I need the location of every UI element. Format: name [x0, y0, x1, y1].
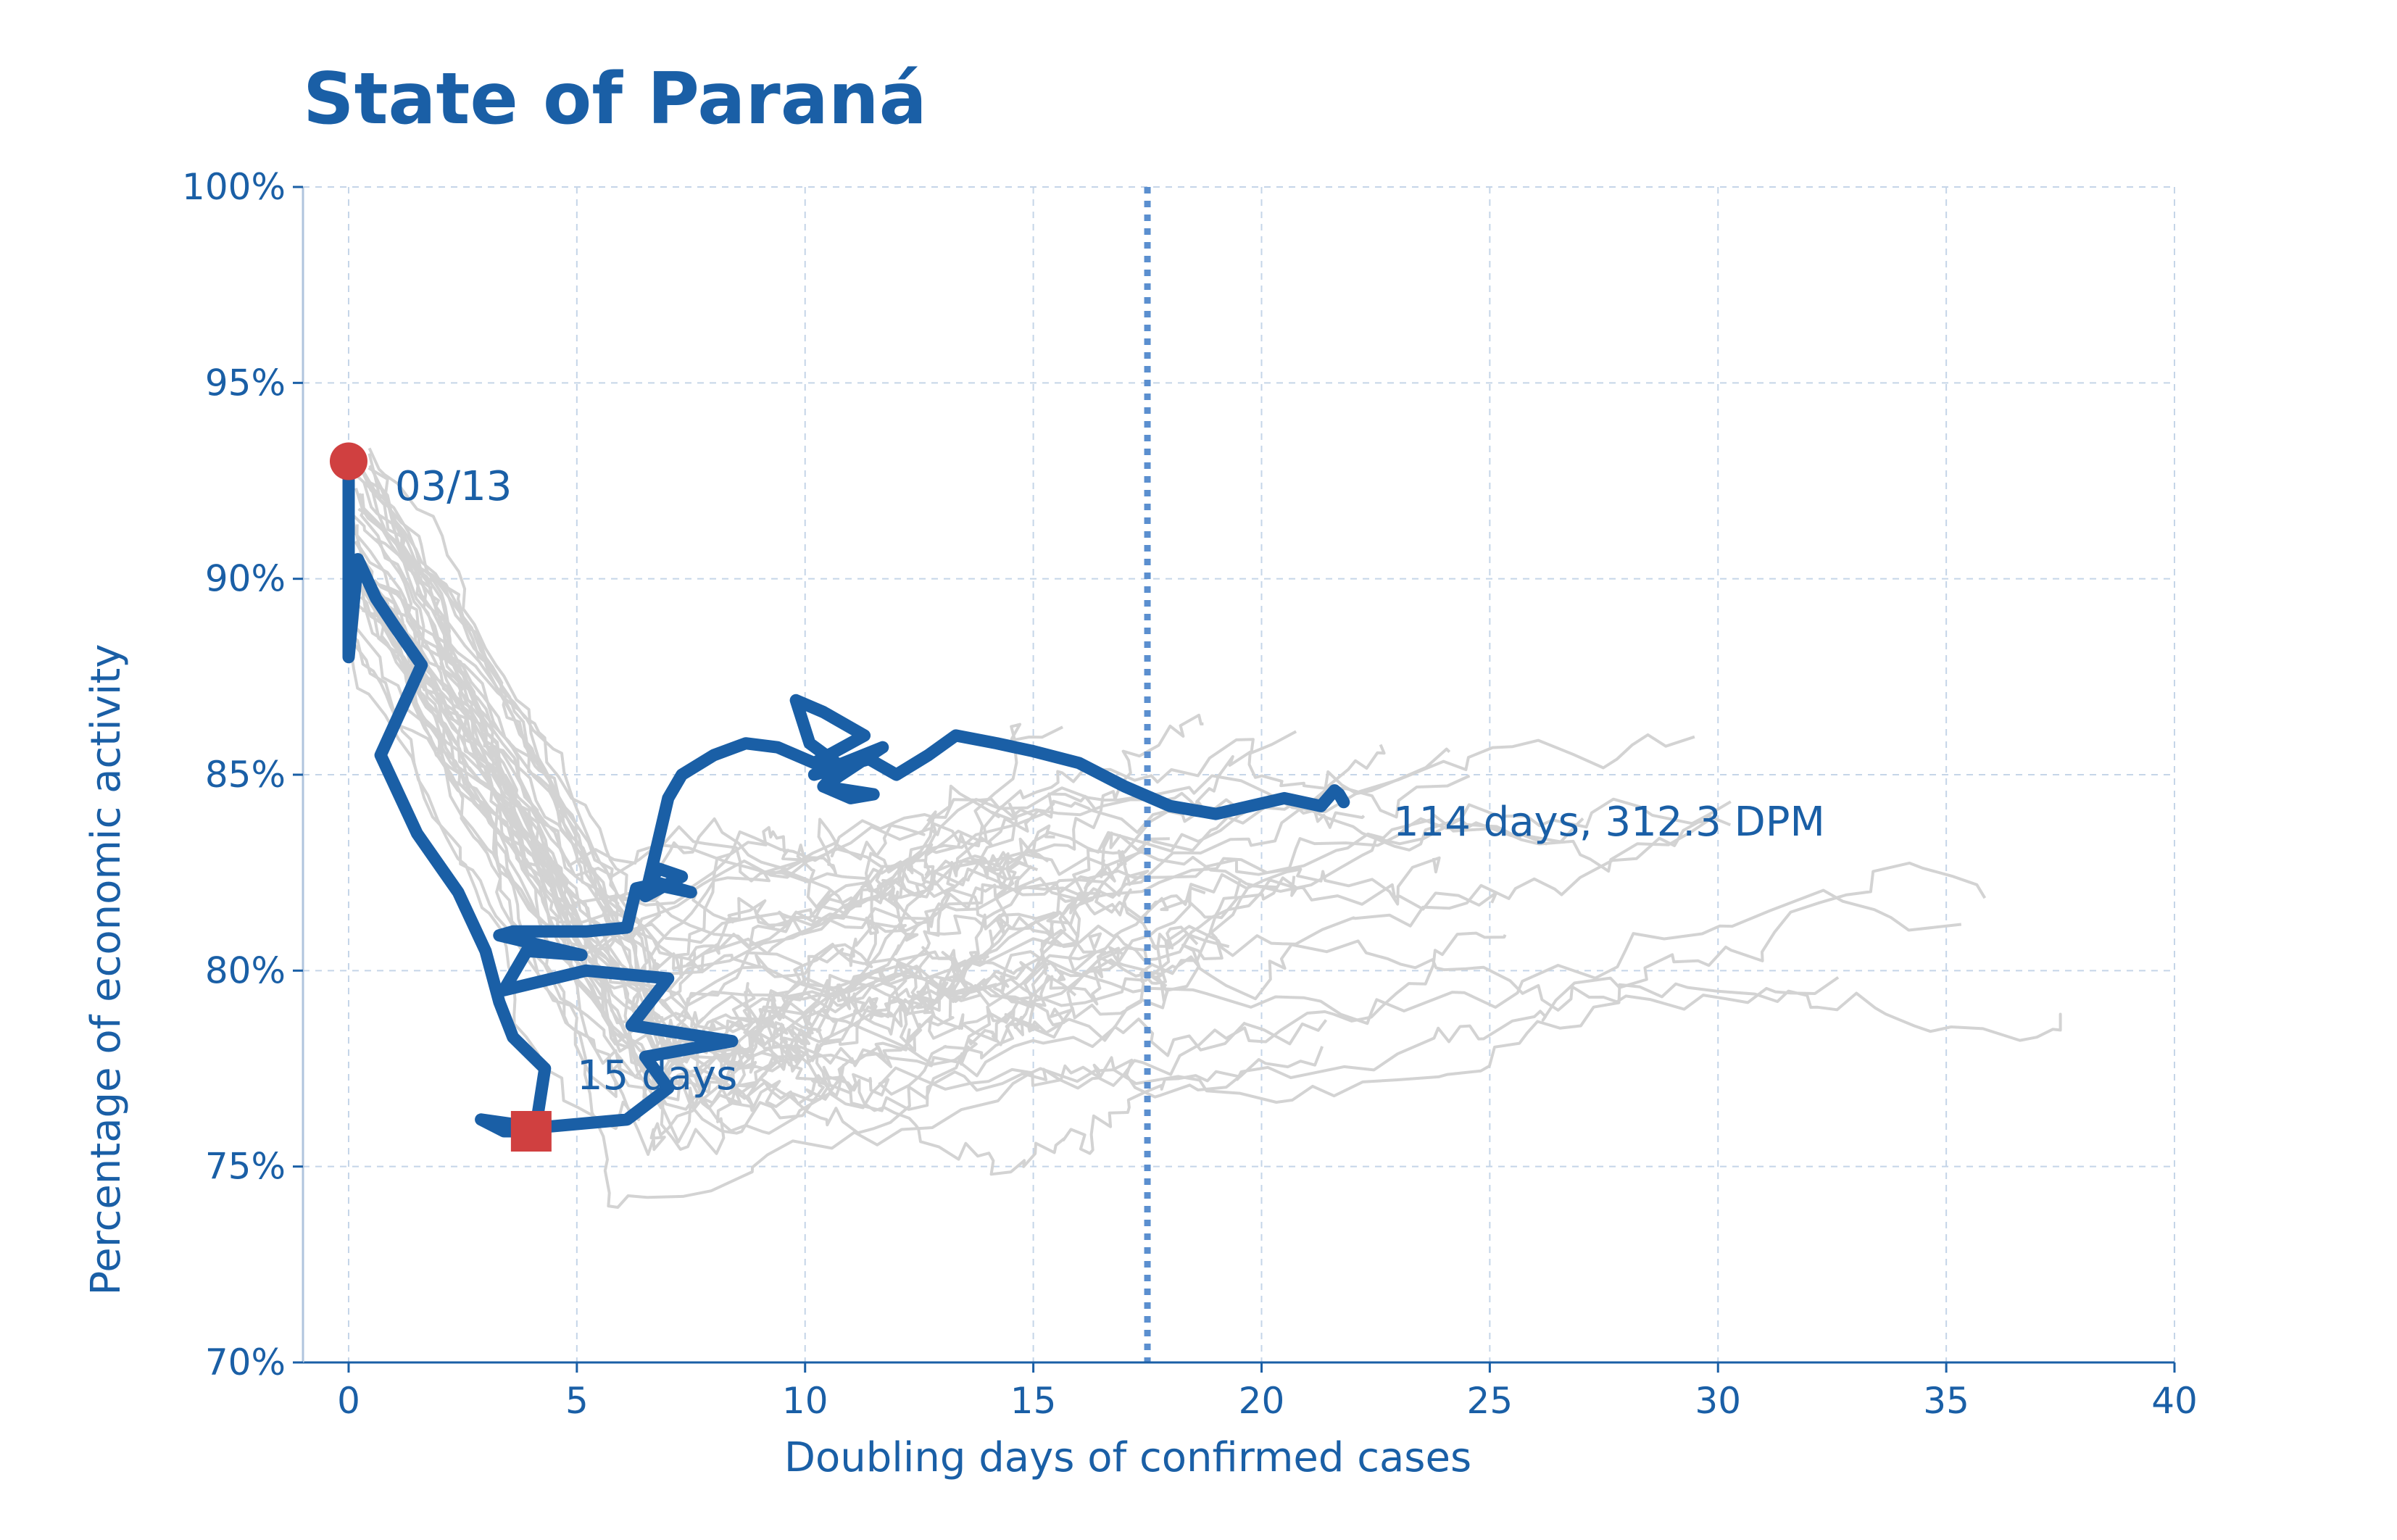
- x-tick-label: 25: [1467, 1380, 1513, 1422]
- y-tick-label: 80%: [205, 949, 286, 991]
- y-tick-label: 100%: [182, 166, 286, 208]
- chart-title: State of Paraná: [303, 58, 927, 141]
- y-tick-label: 90%: [205, 558, 286, 600]
- y-axis-label: Percentage of economic activity: [83, 644, 130, 1296]
- y-tick-label: 95%: [205, 362, 286, 404]
- x-tick-label: 5: [565, 1380, 589, 1422]
- x-tick-label: 15: [1010, 1380, 1057, 1422]
- y-tick-label: 75%: [205, 1146, 286, 1188]
- y-tick-label: 70%: [205, 1341, 286, 1383]
- x-tick-label: 0: [337, 1380, 360, 1422]
- x-tick-label: 35: [1923, 1380, 1969, 1422]
- min-duration-label: 15 days: [577, 1052, 737, 1099]
- end-summary-label: 114 days, 312.3 DPM: [1393, 799, 1825, 846]
- start-date-label: 03/13: [395, 463, 512, 510]
- x-tick-label: 10: [782, 1380, 828, 1422]
- start-marker: [330, 442, 367, 480]
- y-tick-label: 85%: [205, 754, 286, 796]
- x-tick-label: 20: [1239, 1380, 1285, 1422]
- x-tick-label: 30: [1695, 1380, 1741, 1422]
- x-axis-label: Doubling days of confirmed cases: [784, 1434, 1471, 1481]
- x-tick-label: 40: [2151, 1380, 2198, 1422]
- min-marker: [511, 1111, 552, 1152]
